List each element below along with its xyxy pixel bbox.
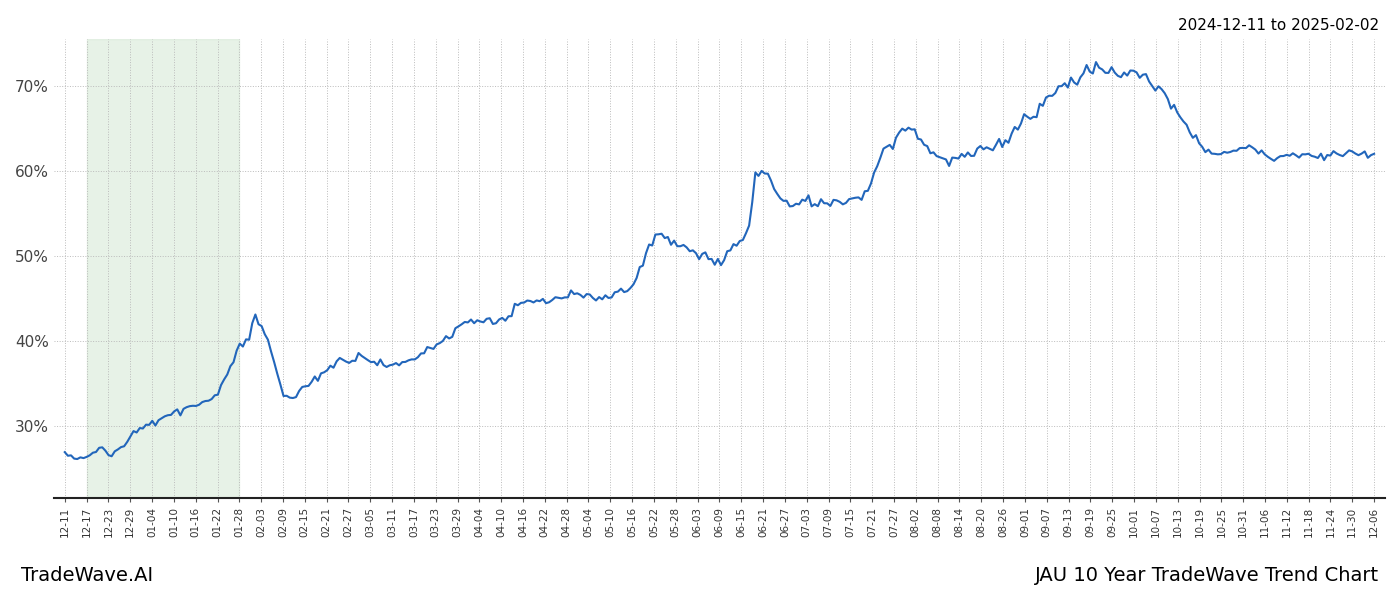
Text: JAU 10 Year TradeWave Trend Chart: JAU 10 Year TradeWave Trend Chart <box>1035 566 1379 585</box>
Text: TradeWave.AI: TradeWave.AI <box>21 566 153 585</box>
Text: 2024-12-11 to 2025-02-02: 2024-12-11 to 2025-02-02 <box>1177 18 1379 33</box>
Bar <box>87 39 239 498</box>
